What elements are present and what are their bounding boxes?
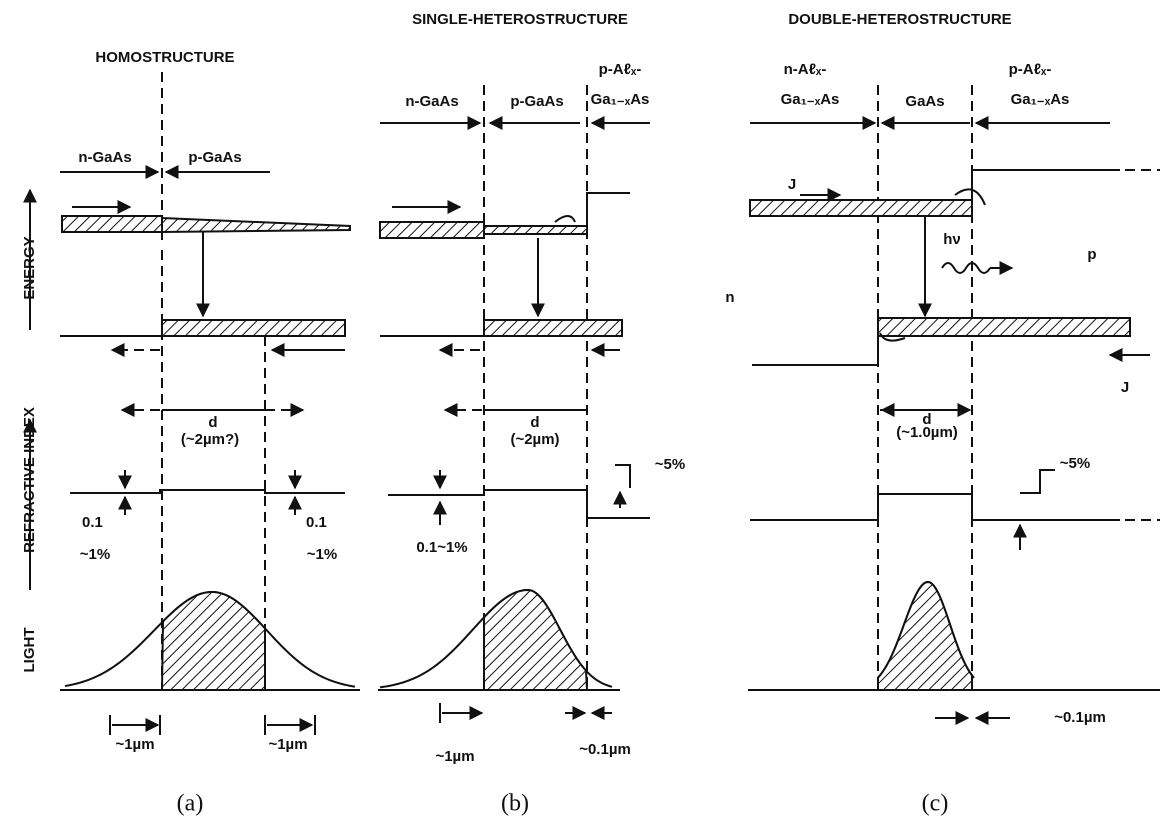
band-edge <box>971 169 1120 216</box>
label: ~0.1µm <box>1054 709 1106 726</box>
label: (~2µm?) <box>181 431 239 448</box>
index-profile <box>388 489 650 519</box>
label: (c) <box>922 791 949 817</box>
light-hatch <box>160 591 266 691</box>
band-edge <box>752 318 879 366</box>
label: J <box>788 176 796 193</box>
band <box>749 199 973 217</box>
label: p-GaAs <box>188 149 241 166</box>
label: p-GaAs <box>510 93 563 110</box>
label: n-GaAs <box>78 149 131 166</box>
light-hatch <box>483 588 589 691</box>
index-profile <box>70 489 345 494</box>
label: d <box>922 411 931 428</box>
photon <box>941 262 991 274</box>
label: d <box>530 414 539 431</box>
label: LIGHT <box>21 628 38 673</box>
label: n <box>725 289 734 306</box>
label: Ga₁₋ₓAs <box>1011 91 1070 108</box>
label: ~1µm <box>268 736 307 753</box>
label: p-Aℓₓ- <box>599 61 642 78</box>
label: d <box>208 414 217 431</box>
band <box>161 216 351 234</box>
band <box>483 319 623 337</box>
label: ~0.1µm <box>579 741 631 758</box>
label: HOMOSTRUCTURE <box>95 49 234 66</box>
carrier-arrow <box>954 188 986 206</box>
band <box>379 221 485 239</box>
label: p <box>1087 246 1096 263</box>
label: ~1% <box>307 546 337 563</box>
label: GaAs <box>905 93 944 110</box>
label: p-Aℓₓ- <box>1009 61 1052 78</box>
label: 0.1 <box>306 514 327 531</box>
label: SINGLE-HETEROSTRUCTURE <box>412 11 628 28</box>
label: 0.1~1% <box>416 539 467 556</box>
label: Ga₁₋ₓAs <box>591 91 650 108</box>
band-edge <box>586 192 630 234</box>
label: hν <box>943 231 961 248</box>
label: DOUBLE-HETEROSTRUCTURE <box>788 11 1011 28</box>
label: n-GaAs <box>405 93 458 110</box>
carrier-arrow <box>554 215 576 223</box>
light-hatch <box>877 580 973 691</box>
index-profile <box>750 493 1120 521</box>
label: ~1µm <box>115 736 154 753</box>
label: Ga₁₋ₓAs <box>781 91 840 108</box>
band <box>161 319 346 337</box>
band <box>877 317 1131 337</box>
label: n-Aℓₓ- <box>784 61 827 78</box>
label: ~1µm <box>435 748 474 765</box>
band <box>61 215 163 233</box>
label: (b) <box>501 791 529 817</box>
label: ~1% <box>80 546 110 563</box>
label: 0.1 <box>82 514 103 531</box>
label: ~5% <box>1060 455 1090 472</box>
label: (~2µm) <box>510 431 559 448</box>
label: (~1.0µm) <box>896 424 958 441</box>
carrier-arrow <box>879 332 906 342</box>
band <box>483 225 588 235</box>
label: (a) <box>177 791 204 817</box>
label: ~5% <box>655 456 685 473</box>
step-marker <box>615 464 631 488</box>
label: J <box>1121 379 1129 396</box>
step-marker <box>1020 469 1055 494</box>
